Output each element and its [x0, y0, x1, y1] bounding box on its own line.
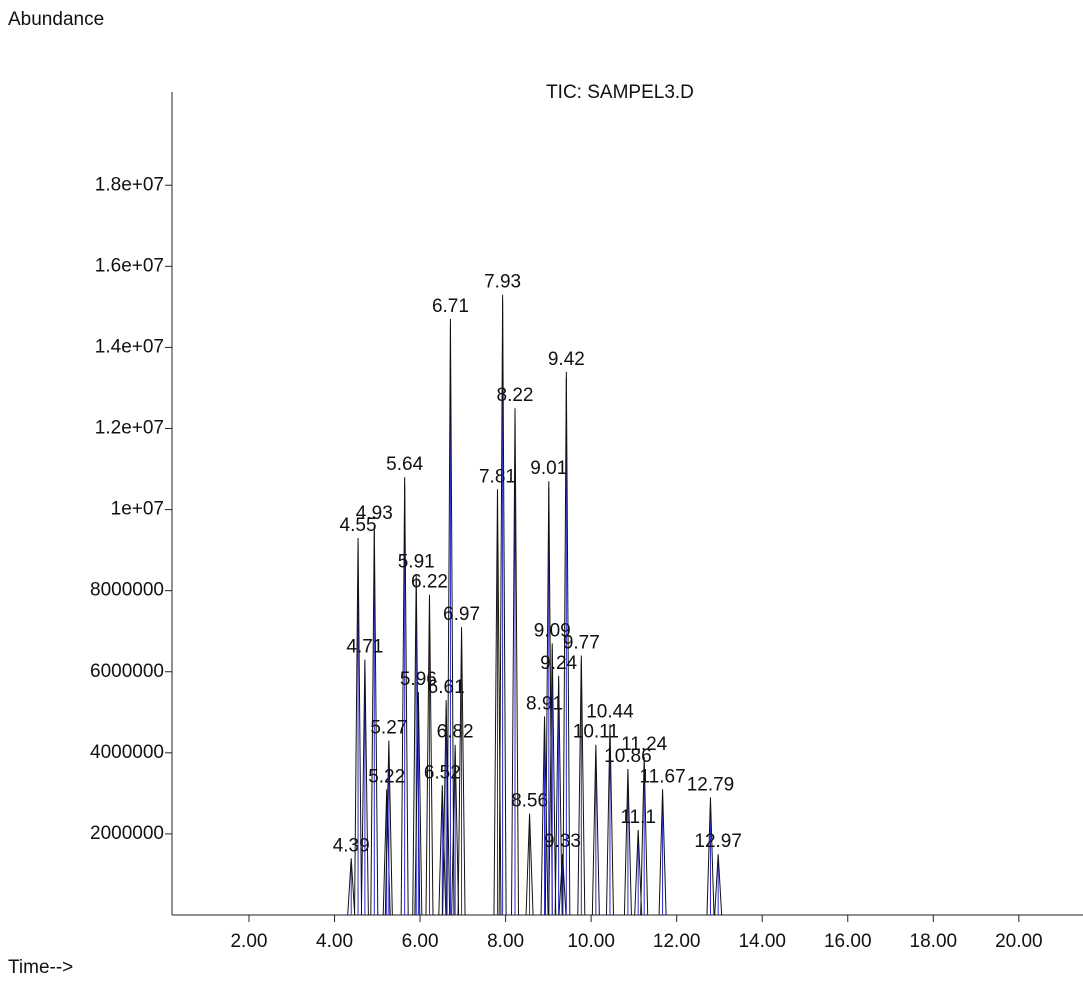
peak-label: 6.52	[424, 762, 461, 783]
peak-label: 6.97	[443, 604, 480, 625]
y-tick-label: 1.4e+07	[95, 336, 164, 357]
x-tick-label: 2.00	[230, 931, 267, 952]
peak-label: 7.81	[479, 466, 516, 487]
peak-label: 12.97	[694, 831, 742, 852]
chart-title: TIC: SAMPEL3.D	[546, 82, 694, 103]
peak-label: 9.33	[544, 831, 581, 852]
peak	[714, 854, 723, 916]
peak	[414, 692, 423, 916]
x-tick-label: 10.00	[567, 931, 615, 952]
x-tick-label: 14.00	[738, 931, 786, 952]
peak	[634, 829, 643, 916]
peak-label: 8.22	[497, 385, 534, 406]
peak	[425, 594, 434, 916]
peak-label: 4.71	[346, 637, 383, 658]
x-tick-label: 20.00	[995, 931, 1043, 952]
peak-label: 6.71	[432, 296, 469, 317]
y-tick-label: 6000000	[90, 661, 164, 682]
peak-label: 6.22	[411, 572, 448, 593]
peak-label: 12.79	[687, 774, 735, 795]
peak	[554, 675, 563, 916]
peak	[360, 659, 369, 916]
peak	[540, 716, 549, 916]
peak-label: 5.22	[368, 766, 405, 787]
peak-label: 7.93	[484, 272, 521, 293]
peak	[498, 294, 507, 916]
y-tick-label: 8000000	[90, 580, 164, 601]
peak	[511, 408, 520, 916]
peak	[354, 537, 363, 916]
x-tick-label: 12.00	[653, 931, 701, 952]
peak-label: 9.09	[534, 620, 571, 641]
peak-label: 5.96	[400, 669, 437, 690]
peak-label: 10.44	[586, 701, 634, 722]
peak-label: 9.42	[548, 349, 585, 370]
peak	[623, 769, 632, 916]
peak-label: 4.93	[356, 503, 393, 524]
peak-label: 11.1	[620, 807, 656, 828]
peak	[400, 477, 409, 916]
peak-label: 4.55	[340, 515, 377, 536]
peak	[591, 744, 600, 916]
peak	[640, 756, 649, 916]
peak	[457, 627, 466, 916]
peak	[451, 744, 460, 916]
peak-label: 11.24	[621, 734, 668, 755]
peak-label: 4.39	[333, 835, 370, 856]
peak-label: 6.82	[437, 722, 474, 743]
peak-label: 5.91	[398, 551, 435, 572]
peak	[347, 858, 356, 916]
peak	[706, 797, 715, 916]
peak-label: 10.11	[573, 722, 619, 743]
peak	[558, 854, 567, 916]
x-tick-label: 8.00	[487, 931, 524, 952]
peak	[548, 643, 557, 916]
y-tick-label: 4000000	[90, 742, 164, 763]
y-tick-label: 2000000	[90, 823, 164, 844]
peak	[438, 785, 447, 916]
y-axis-label: Abundance	[8, 9, 104, 30]
x-axis-label: Time-->	[8, 957, 73, 978]
y-tick-label: 1.6e+07	[95, 255, 164, 276]
peak	[442, 700, 451, 916]
peak-label: 9.24	[540, 653, 577, 674]
peak	[370, 525, 379, 916]
peak-label: 10.86	[604, 746, 652, 767]
peak	[446, 319, 455, 916]
peak-label: 9.01	[530, 458, 567, 479]
x-tick-label: 6.00	[402, 931, 439, 952]
peak	[384, 740, 393, 916]
y-tick-label: 1.2e+07	[95, 418, 164, 439]
peak	[577, 655, 586, 916]
peak-label: 11.67	[640, 766, 686, 787]
peak-label: 5.64	[386, 454, 423, 475]
peak	[525, 813, 534, 916]
peak-label: 9.77	[563, 633, 600, 654]
y-tick-label: 1.8e+07	[95, 174, 164, 195]
peak	[544, 481, 553, 916]
y-tick-label: 1e+07	[111, 499, 164, 520]
peak-label: 8.56	[511, 791, 548, 812]
peak	[605, 724, 614, 916]
x-tick-label: 18.00	[910, 931, 958, 952]
peak	[658, 789, 667, 916]
x-tick-label: 16.00	[824, 931, 872, 952]
x-tick-label: 4.00	[316, 931, 353, 952]
peak-label: 6.61	[428, 677, 465, 698]
peak-label: 5.27	[370, 718, 407, 739]
peak	[562, 371, 571, 916]
peak-label: 8.91	[526, 693, 563, 714]
